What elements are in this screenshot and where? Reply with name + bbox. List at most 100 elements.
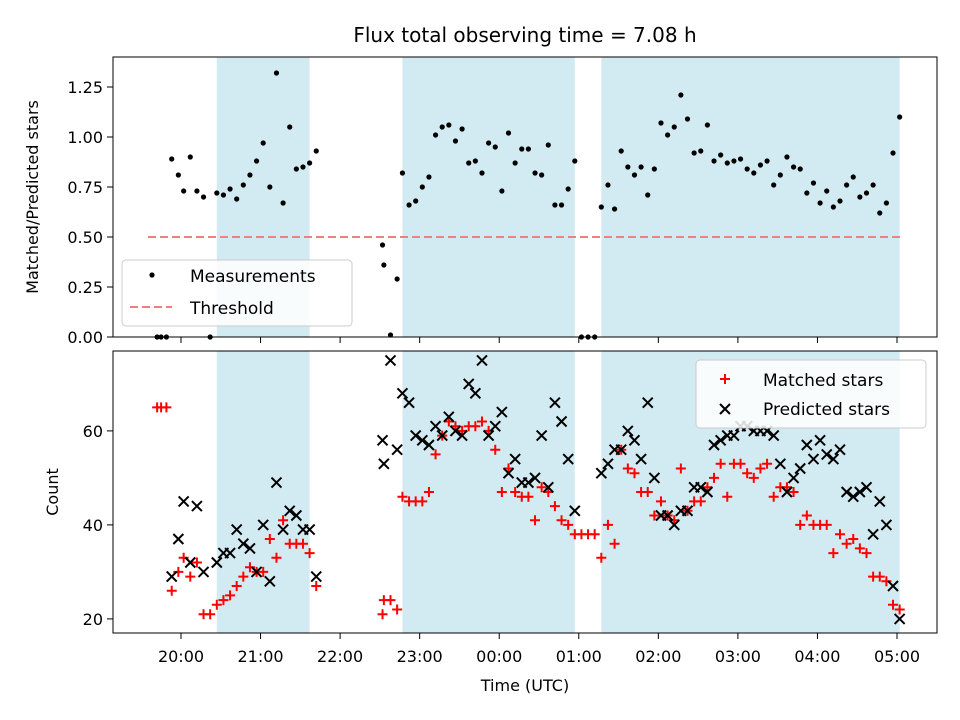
predicted-point bbox=[648, 472, 661, 484]
predicted-point bbox=[443, 411, 455, 423]
measurement-point bbox=[169, 156, 175, 162]
predicted-point bbox=[622, 425, 634, 437]
predicted-point bbox=[303, 523, 316, 536]
matched-point bbox=[397, 491, 408, 502]
bottom-y-axis: 20 40 60 bbox=[83, 422, 113, 629]
measurement-point bbox=[790, 164, 797, 170]
matched-point bbox=[510, 487, 521, 497]
predicted-point bbox=[695, 481, 707, 494]
measurement-point bbox=[804, 190, 810, 196]
measurement-point bbox=[850, 174, 856, 180]
measurement-point bbox=[419, 184, 425, 190]
measurement-point bbox=[406, 202, 412, 208]
predicted-point bbox=[529, 472, 541, 484]
shaded-interval bbox=[601, 57, 900, 337]
matched-point bbox=[536, 482, 547, 493]
y-tick-label: 1.25 bbox=[67, 78, 103, 97]
predicted-point bbox=[482, 429, 495, 442]
matched-stars-series bbox=[152, 402, 905, 620]
matched-point bbox=[297, 538, 308, 549]
predicted-point bbox=[860, 481, 873, 494]
matched-point bbox=[423, 487, 434, 497]
matched-point bbox=[556, 515, 567, 526]
measurement-point bbox=[731, 158, 737, 164]
measurement-point bbox=[883, 200, 889, 206]
x-tick-label: 22:00 bbox=[317, 647, 363, 666]
matched-point bbox=[834, 529, 845, 540]
measurement-point bbox=[247, 172, 253, 178]
measurement-point bbox=[260, 140, 266, 146]
measurement-point bbox=[857, 194, 863, 200]
predicted-point bbox=[867, 528, 879, 541]
legend-threshold-label: Threshold bbox=[189, 299, 274, 319]
measurement-point bbox=[234, 196, 240, 202]
top-y-label: Matched/Predicted stars bbox=[23, 100, 42, 294]
matched-point bbox=[238, 571, 249, 582]
predicted-point bbox=[469, 387, 482, 400]
matched-point bbox=[231, 581, 242, 591]
top-y-axis: 0.00 0.25 0.50 0.75 1.00 1.25 bbox=[67, 78, 113, 347]
matched-point bbox=[649, 510, 660, 521]
measurement-point bbox=[394, 276, 400, 282]
measurement-point bbox=[267, 184, 273, 190]
measurement-point bbox=[897, 114, 903, 120]
predicted-point bbox=[277, 523, 289, 536]
measurement-point bbox=[777, 172, 783, 178]
predicted-point bbox=[827, 453, 840, 465]
measurement-point bbox=[381, 262, 387, 268]
predicted-point bbox=[509, 453, 521, 465]
measurement-point bbox=[645, 192, 651, 198]
measurement-point bbox=[711, 158, 717, 164]
predicted-point bbox=[642, 396, 654, 409]
predicted-point bbox=[834, 443, 846, 456]
measurement-point bbox=[751, 170, 757, 176]
predicted-point bbox=[847, 490, 859, 503]
predicted-point bbox=[814, 434, 826, 447]
matched-point bbox=[788, 487, 799, 497]
x-tick-label: 05:00 bbox=[874, 647, 920, 666]
bottom-legend-box bbox=[695, 359, 927, 429]
measurement-point bbox=[220, 192, 227, 198]
measurement-point bbox=[737, 156, 744, 162]
measurement-point bbox=[459, 126, 465, 132]
measurement-point bbox=[240, 182, 246, 188]
measurement-point bbox=[439, 124, 445, 130]
predicted-point bbox=[191, 500, 203, 512]
matched-point bbox=[602, 519, 613, 530]
predicted-point bbox=[549, 396, 561, 409]
measurement-point bbox=[293, 166, 299, 172]
measurement-point bbox=[771, 182, 777, 188]
measurement-point bbox=[227, 186, 233, 192]
predicted-point bbox=[542, 481, 554, 494]
matched-point bbox=[795, 519, 806, 530]
x-tick-label: 01:00 bbox=[556, 647, 602, 666]
predicted-point bbox=[244, 542, 256, 555]
measurement-point bbox=[379, 242, 386, 248]
matched-point bbox=[735, 458, 746, 469]
predicted-point bbox=[290, 509, 303, 522]
matched-point bbox=[278, 515, 289, 526]
predicted-point bbox=[270, 476, 283, 489]
legend-measurements-label: Measurements bbox=[190, 267, 316, 287]
y-tick-label: 1.00 bbox=[67, 128, 103, 147]
measurement-point bbox=[387, 332, 394, 338]
predicted-point bbox=[714, 434, 727, 447]
predicted-point bbox=[496, 406, 508, 418]
y-tick-label: 20 bbox=[83, 610, 103, 629]
measurement-point bbox=[764, 158, 770, 164]
matched-point bbox=[417, 496, 428, 507]
predicted-point bbox=[801, 439, 813, 451]
measurement-point bbox=[837, 198, 843, 204]
measurement-point bbox=[810, 180, 817, 186]
measurement-point bbox=[313, 148, 319, 154]
matched-point bbox=[225, 590, 236, 601]
matched-point bbox=[563, 519, 574, 530]
predicted-point bbox=[423, 439, 435, 451]
x-tick-label: 21:00 bbox=[238, 647, 284, 666]
x-tick-label: 03:00 bbox=[715, 647, 761, 666]
predicted-point bbox=[476, 354, 488, 367]
predicted-point bbox=[562, 453, 574, 465]
predicted-point bbox=[376, 434, 389, 447]
matched-point bbox=[841, 538, 852, 549]
measurement-point bbox=[194, 188, 200, 194]
